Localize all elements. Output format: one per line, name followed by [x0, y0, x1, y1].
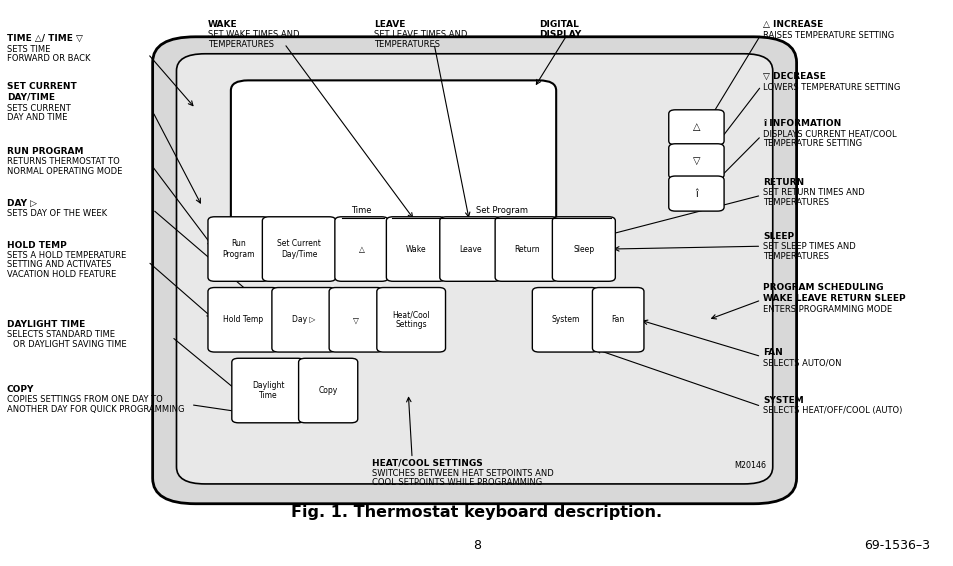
Text: Run
Program: Run Program — [222, 239, 254, 259]
FancyBboxPatch shape — [386, 217, 445, 281]
Text: △: △ — [358, 245, 364, 254]
Text: î INFORMATION: î INFORMATION — [762, 119, 841, 128]
Text: TEMPERATURES: TEMPERATURES — [762, 198, 828, 207]
Text: System: System — [551, 315, 578, 324]
Text: Daylight
Time: Daylight Time — [252, 381, 284, 400]
Text: M20146: M20146 — [734, 461, 766, 470]
Text: Leave: Leave — [458, 245, 481, 254]
Text: NORMAL OPERATING MODE: NORMAL OPERATING MODE — [7, 167, 122, 176]
Text: TEMPERATURES: TEMPERATURES — [374, 40, 439, 49]
Text: △ INCREASE: △ INCREASE — [762, 20, 822, 29]
Text: △: △ — [692, 122, 700, 132]
Text: Day ▷: Day ▷ — [292, 315, 315, 324]
Text: TEMPERATURE SETTING: TEMPERATURE SETTING — [762, 139, 862, 148]
FancyBboxPatch shape — [298, 358, 357, 423]
Text: ENTERS PROGRAMMING MODE: ENTERS PROGRAMMING MODE — [762, 305, 891, 314]
Text: 8: 8 — [473, 539, 480, 552]
FancyBboxPatch shape — [668, 144, 723, 179]
Text: SLEEP: SLEEP — [762, 232, 794, 241]
Text: LEAVE: LEAVE — [374, 20, 405, 29]
Text: WAKE LEAVE RETURN SLEEP: WAKE LEAVE RETURN SLEEP — [762, 294, 905, 303]
Text: Fig. 1. Thermostat keyboard description.: Fig. 1. Thermostat keyboard description. — [291, 505, 662, 520]
Text: FORWARD OR BACK: FORWARD OR BACK — [7, 54, 91, 63]
FancyBboxPatch shape — [208, 288, 278, 352]
Text: COPY: COPY — [7, 385, 34, 394]
Text: SET SLEEP TIMES AND: SET SLEEP TIMES AND — [762, 242, 855, 251]
Text: ▽: ▽ — [692, 156, 700, 166]
Text: TIME △/ TIME ▽: TIME △/ TIME ▽ — [7, 34, 83, 43]
Text: OR DAYLIGHT SAVING TIME: OR DAYLIGHT SAVING TIME — [13, 340, 127, 349]
FancyBboxPatch shape — [176, 54, 772, 484]
Text: SET WAKE TIMES AND: SET WAKE TIMES AND — [208, 30, 299, 39]
Text: DAY AND TIME: DAY AND TIME — [7, 113, 67, 122]
Text: SET CURRENT: SET CURRENT — [7, 82, 76, 91]
Text: RUN PROGRAM: RUN PROGRAM — [7, 147, 83, 156]
Text: Sleep: Sleep — [573, 245, 594, 254]
FancyBboxPatch shape — [592, 288, 643, 352]
FancyBboxPatch shape — [668, 176, 723, 211]
FancyBboxPatch shape — [668, 110, 723, 145]
Text: DAY/TIME: DAY/TIME — [7, 93, 54, 102]
Text: RETURN: RETURN — [762, 178, 803, 187]
Text: FAN: FAN — [762, 348, 782, 357]
Text: LOWERS TEMPERATURE SETTING: LOWERS TEMPERATURE SETTING — [762, 83, 900, 92]
Text: SET RETURN TIMES AND: SET RETURN TIMES AND — [762, 188, 864, 198]
Text: Heat/Cool
Settings: Heat/Cool Settings — [392, 310, 430, 329]
FancyBboxPatch shape — [232, 358, 304, 423]
Text: Copy: Copy — [318, 386, 337, 395]
Text: Return: Return — [514, 245, 538, 254]
Text: ▽ DECREASE: ▽ DECREASE — [762, 72, 825, 81]
Text: DISPLAY: DISPLAY — [538, 30, 580, 39]
Text: SELECTS AUTO/ON: SELECTS AUTO/ON — [762, 358, 841, 367]
Text: SELECTS STANDARD TIME: SELECTS STANDARD TIME — [7, 330, 114, 339]
Text: DIGITAL: DIGITAL — [538, 20, 578, 29]
Text: COOL SETPOINTS WHILE PROGRAMMING: COOL SETPOINTS WHILE PROGRAMMING — [372, 478, 541, 487]
Text: TEMPERATURES: TEMPERATURES — [208, 40, 274, 49]
Text: Fan: Fan — [611, 315, 624, 324]
Text: Time: Time — [351, 206, 372, 215]
Text: SWITCHES BETWEEN HEAT SETPOINTS AND: SWITCHES BETWEEN HEAT SETPOINTS AND — [372, 469, 554, 478]
Text: RETURNS THERMOSTAT TO: RETURNS THERMOSTAT TO — [7, 157, 119, 166]
Text: ▽: ▽ — [353, 315, 359, 324]
FancyBboxPatch shape — [272, 288, 335, 352]
Text: RAISES TEMPERATURE SETTING: RAISES TEMPERATURE SETTING — [762, 31, 894, 40]
Text: COPIES SETTINGS FROM ONE DAY TO: COPIES SETTINGS FROM ONE DAY TO — [7, 395, 162, 404]
Text: SETS CURRENT: SETS CURRENT — [7, 104, 71, 113]
Text: SET LEAVE TIMES AND: SET LEAVE TIMES AND — [374, 30, 467, 39]
Text: DAY ▷: DAY ▷ — [7, 199, 36, 208]
FancyBboxPatch shape — [439, 217, 500, 281]
Text: ANOTHER DAY FOR QUICK PROGRAMMING: ANOTHER DAY FOR QUICK PROGRAMMING — [7, 405, 184, 414]
Text: DAYLIGHT TIME: DAYLIGHT TIME — [7, 320, 85, 329]
Text: SELECTS HEAT/OFF/COOL (AUTO): SELECTS HEAT/OFF/COOL (AUTO) — [762, 406, 902, 415]
Text: SETS TIME: SETS TIME — [7, 45, 50, 54]
Text: DISPLAYS CURRENT HEAT/COOL: DISPLAYS CURRENT HEAT/COOL — [762, 130, 896, 139]
Text: Set Program: Set Program — [476, 206, 527, 215]
Text: SETTING AND ACTIVATES: SETTING AND ACTIVATES — [7, 260, 112, 269]
FancyBboxPatch shape — [329, 288, 383, 352]
FancyBboxPatch shape — [152, 37, 796, 504]
Text: 69-1536–3: 69-1536–3 — [863, 539, 929, 552]
Text: HOLD TEMP: HOLD TEMP — [7, 241, 67, 250]
FancyBboxPatch shape — [262, 217, 335, 281]
FancyBboxPatch shape — [208, 217, 269, 281]
FancyBboxPatch shape — [532, 288, 598, 352]
Text: î: î — [695, 188, 697, 199]
Text: Set Current
Day/Time: Set Current Day/Time — [277, 239, 320, 259]
FancyBboxPatch shape — [376, 288, 445, 352]
Text: VACATION HOLD FEATURE: VACATION HOLD FEATURE — [7, 270, 116, 279]
FancyBboxPatch shape — [335, 217, 388, 281]
Text: WAKE: WAKE — [208, 20, 237, 29]
Text: SETS DAY OF THE WEEK: SETS DAY OF THE WEEK — [7, 209, 107, 218]
Text: HEAT/COOL SETTINGS: HEAT/COOL SETTINGS — [372, 458, 482, 468]
Text: SYSTEM: SYSTEM — [762, 396, 803, 405]
Text: SETS A HOLD TEMPERATURE: SETS A HOLD TEMPERATURE — [7, 251, 126, 260]
FancyBboxPatch shape — [552, 217, 615, 281]
Text: Hold Temp: Hold Temp — [223, 315, 263, 324]
FancyBboxPatch shape — [231, 80, 556, 239]
Text: PROGRAM SCHEDULING: PROGRAM SCHEDULING — [762, 283, 882, 292]
FancyBboxPatch shape — [495, 217, 558, 281]
Text: Wake: Wake — [405, 245, 426, 254]
Text: TEMPERATURES: TEMPERATURES — [762, 252, 828, 261]
